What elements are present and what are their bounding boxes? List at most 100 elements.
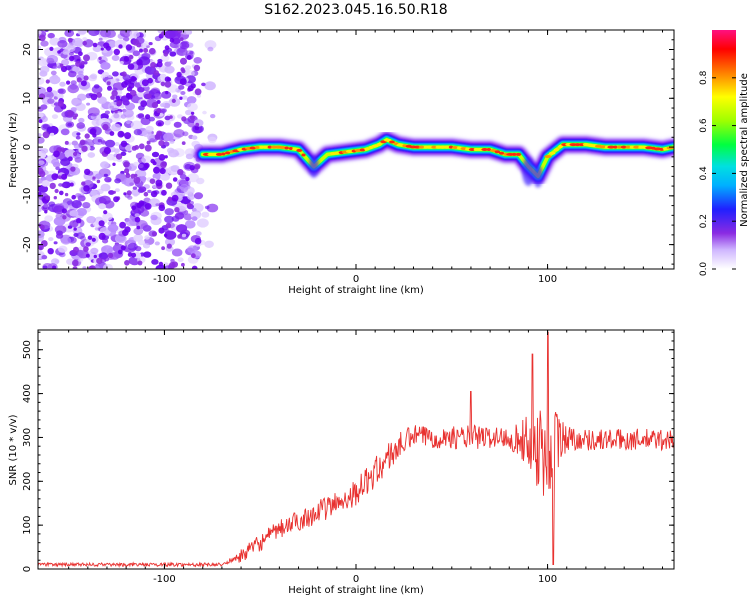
noise-core [76,218,82,224]
noise-blob [60,128,70,136]
noise-blob [102,212,113,221]
noise-core [45,195,51,201]
noise-core [69,55,75,62]
noise-blob [111,123,122,132]
ridge-core [598,145,607,149]
heatmap-ylabel: Frequency (Hz) [8,112,19,188]
noise-core [187,85,194,92]
noise-core [96,257,103,265]
noise-core [161,31,166,36]
noise-blob [150,214,158,221]
noise-blob [140,223,149,230]
noise-core [165,222,172,229]
noise-blob [191,135,198,140]
noise-blob [61,183,67,188]
noise-blob [112,111,123,120]
noise-core [171,194,179,202]
snr-background [38,330,674,569]
noise-core [156,130,163,137]
noise-blob [195,231,202,236]
noise-core [158,261,164,267]
noise-blob [173,129,185,138]
noise-core [156,107,162,114]
noise-blob [67,84,79,94]
ridge-core [334,151,340,155]
noise-blob [114,142,120,146]
noise-core [164,155,168,159]
noise-blob [108,190,115,195]
noise-blob [76,122,85,129]
noise-blob [42,265,48,269]
noise-blob [120,114,127,119]
ridge-core [301,153,306,157]
noise-blob [133,128,142,136]
noise-blob [129,182,134,186]
noise-core [189,165,195,171]
noise-blob [206,203,219,213]
noise-blob [41,180,50,187]
noise-core [134,173,138,178]
noise-core [73,246,79,253]
noise-blob [121,180,127,185]
noise-core [167,196,173,201]
noise-core [171,98,176,103]
ridge-core [267,145,272,149]
ridge-core [288,147,293,150]
ridge-core [372,144,379,148]
noise-core [120,245,126,251]
noise-core [59,190,64,196]
noise-blob [119,30,132,38]
ridge-core [435,145,442,149]
noise-core [83,246,89,252]
noise-blob [149,138,155,143]
noise-blob [170,165,180,172]
snr-series-line [38,331,674,568]
noise-core [153,166,160,174]
noise-core [146,140,151,145]
colorbar: 0.0 0.2 0.4 0.6 0.8 Normalized spectral ampl… [699,30,750,276]
noise-blob [134,213,140,218]
ridge-dip [308,155,319,178]
noise-core [181,262,185,267]
noise-blob [177,257,184,263]
noise-blob [57,40,68,48]
noise-blob [40,40,49,47]
colorbar-tick-label: 0.2 [699,214,709,228]
noise-core [140,100,148,107]
noise-blob [184,220,196,229]
noise-blob [78,70,84,75]
noise-blob [75,135,81,140]
noise-core [60,147,65,153]
noise-core [194,88,202,96]
noise-blob [105,30,116,38]
noise-core [72,259,79,267]
ridge-core [225,151,231,155]
noise-core [161,189,167,196]
noise-blob [170,258,175,263]
noise-blob [186,96,197,104]
noise-blob [100,161,109,169]
noise-blob [58,88,66,95]
noise-blob [191,203,204,213]
noise-blob [114,188,120,193]
noise-blob [111,55,120,61]
noise-core [177,169,184,176]
noise-blob [181,95,188,100]
noise-core [143,48,149,53]
ridge-core [249,146,257,150]
heatmap-xtick-label: 100 [538,274,557,285]
noise-blob [119,61,124,65]
noise-blob [159,73,167,79]
noise-core [169,115,173,119]
noise-core [51,173,59,181]
noise-core [96,92,102,98]
snr-xtick-label: 0 [353,574,359,585]
noise-blob [207,46,214,52]
noise-blob [164,120,171,126]
noise-core [49,182,56,190]
noise-core [116,100,123,106]
noise-core [98,220,105,227]
noise-core [194,237,202,245]
noise-core [143,191,149,197]
noise-blob [196,218,209,228]
